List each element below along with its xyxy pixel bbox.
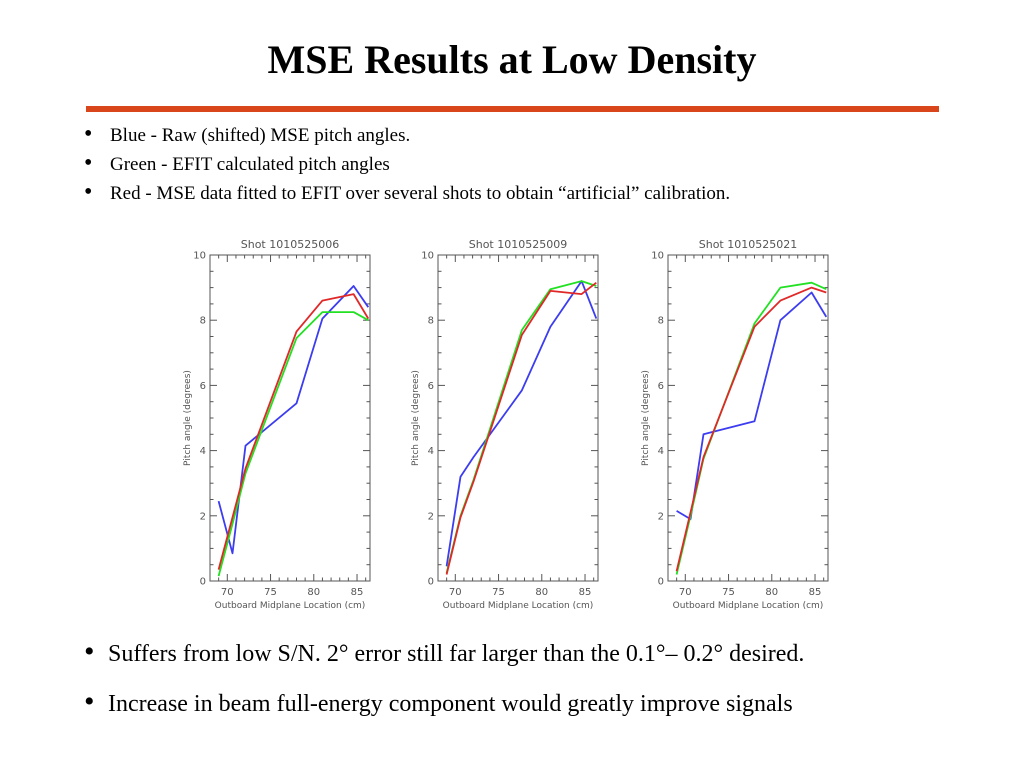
chart-panel: 70 75 80 85 0 2 4 6 8 10 Shot 1010525009 Outboard M… [411, 238, 599, 611]
title-underline [86, 106, 939, 112]
bullet-text: Increase in beam full-energy component w… [108, 691, 793, 717]
y-tick-label: 8 [200, 316, 206, 327]
y-tick-label: 4 [658, 446, 664, 457]
bullet-dot-icon: • [84, 179, 93, 205]
x-tick-label: 80 [765, 587, 778, 598]
plot-frame [209, 254, 371, 582]
y-tick-label: 0 [200, 577, 206, 588]
chart-panel: 70 75 80 85 0 2 4 6 8 10 Shot 1010525006 Outboard M… [183, 238, 371, 611]
y-tick-label: 4 [428, 446, 434, 457]
bullet-item-beam: • Increase in beam full-energy component… [84, 687, 1004, 737]
y-tick-label: 0 [658, 577, 664, 588]
y-tick-label: 8 [658, 316, 664, 327]
series-line-1 [445, 280, 597, 574]
legend-bullets: • Blue - Raw (shifted) MSE pitch angles.… [84, 122, 984, 209]
series-line-2 [217, 293, 370, 570]
y-tick-label: 8 [428, 316, 434, 327]
y-axis-label: Pitch angle (degrees) [183, 370, 193, 466]
bullet-item-green: • Green - EFIT calculated pitch angles [84, 151, 984, 180]
series-line-2 [675, 286, 827, 572]
y-tick-label: 0 [428, 577, 434, 588]
y-tick-label: 2 [200, 511, 206, 522]
slide-title: MSE Results at Low Density [267, 37, 757, 82]
conclusion-bullets: • Suffers from low S/N. 2° error still f… [84, 637, 1004, 737]
chart-title: Shot 1010525009 [469, 238, 567, 251]
bullet-dot-icon: • [84, 121, 93, 147]
x-tick-label: 85 [579, 587, 592, 598]
series-line-1 [675, 281, 827, 575]
x-axis-label: Outboard Midplane Location (cm) [215, 601, 366, 611]
x-tick-label: 80 [535, 587, 548, 598]
x-tick-label: 70 [221, 587, 234, 598]
x-tick-label: 75 [492, 587, 505, 598]
x-tick-label: 75 [722, 587, 735, 598]
bullet-text: Red - MSE data fitted to EFIT over sever… [110, 183, 731, 204]
plot-frame [667, 254, 829, 582]
y-axis-label: Pitch angle (degrees) [411, 370, 421, 466]
bullet-dot-icon: • [84, 685, 95, 718]
x-axis-label: Outboard Midplane Location (cm) [673, 601, 824, 611]
y-tick-label: 4 [200, 446, 206, 457]
y-tick-label: 6 [428, 381, 434, 392]
y-tick-label: 6 [200, 381, 206, 392]
bullet-text: Green - EFIT calculated pitch angles [110, 154, 390, 175]
y-tick-label: 10 [421, 251, 434, 262]
x-tick-label: 75 [264, 587, 277, 598]
y-tick-label: 10 [651, 251, 664, 262]
bullet-text: Blue - Raw (shifted) MSE pitch angles. [110, 125, 411, 146]
series-line-0 [676, 291, 828, 521]
series-line-2 [445, 281, 597, 575]
chart-title: Shot 1010525021 [699, 238, 797, 251]
plot-frame [437, 254, 599, 582]
y-tick-label: 6 [658, 381, 664, 392]
bullet-text: Suffers from low S/N. 2° error still far… [108, 641, 805, 667]
bullet-item-red: • Red - MSE data fitted to EFIT over sev… [84, 180, 984, 209]
x-tick-label: 70 [449, 587, 462, 598]
y-tick-label: 10 [193, 251, 206, 262]
x-tick-label: 80 [307, 587, 320, 598]
y-tick-label: 2 [428, 511, 434, 522]
bullet-item-blue: • Blue - Raw (shifted) MSE pitch angles. [84, 122, 984, 151]
series-line-0 [445, 280, 598, 567]
chart-title: Shot 1010525006 [241, 238, 339, 251]
x-axis-label: Outboard Midplane Location (cm) [443, 601, 594, 611]
series-line-1 [217, 311, 369, 577]
x-tick-label: 85 [809, 587, 822, 598]
x-tick-label: 85 [351, 587, 364, 598]
chart-panel: 70 75 80 85 0 2 4 6 8 10 Shot 1010525021 Outboard M… [641, 238, 829, 611]
y-axis-label: Pitch angle (degrees) [641, 370, 651, 466]
bullet-dot-icon: • [84, 150, 93, 176]
x-tick-label: 70 [679, 587, 692, 598]
bullet-item-sn: • Suffers from low S/N. 2° error still f… [84, 637, 1004, 687]
series-line-0 [217, 285, 370, 555]
bullet-dot-icon: • [84, 635, 95, 668]
y-tick-label: 2 [658, 511, 664, 522]
